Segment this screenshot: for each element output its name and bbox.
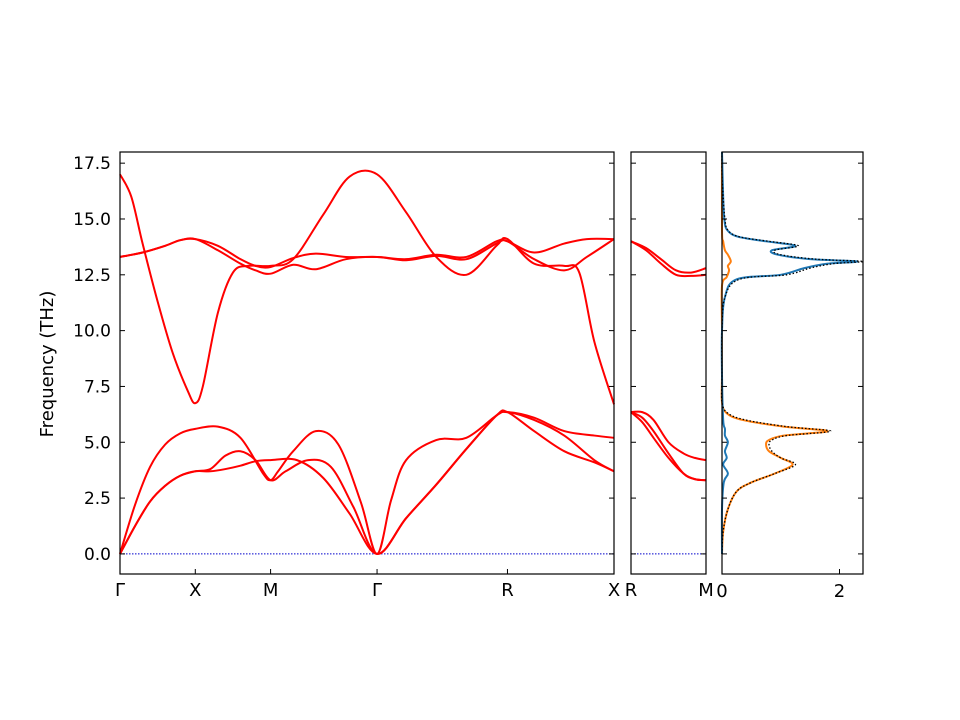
band-panel-main-band-0 [119, 410, 615, 555]
y-tick-label-3: 7.5 [84, 377, 111, 397]
y-axis: 0.0 2.5 5.0 7.5 10.0 12.5 15.0 17.5 [73, 154, 111, 565]
band-panel-main-frame [119, 151, 615, 575]
band-panel-main-xtick-label-1: X [189, 580, 201, 601]
y-tick-label-4: 10.0 [73, 322, 111, 342]
dos-total-series [720, 151, 864, 554]
dos-xtick-label-1: 2 [834, 581, 845, 602]
y-tick-label-5: 12.5 [73, 266, 111, 286]
band-panel-r-m-band-2 [630, 411, 707, 482]
y-tick-label-7: 17.5 [73, 154, 111, 174]
band-panel-main-band-5 [119, 237, 615, 275]
band-panel-main-xtick-label-4: R [501, 580, 514, 601]
y-tick-label-6: 15.0 [73, 210, 111, 230]
dos-xtick-label-0: 0 [716, 581, 727, 602]
dos-partial-series-1 [720, 151, 859, 554]
band-panel-r-m-xtick-label-0: R [625, 580, 638, 601]
band-panel-main-xtick-label-0: Γ [115, 580, 125, 601]
band-panel-r-m-xtick-label-1: M [698, 580, 714, 601]
y-tick-label-1: 2.5 [84, 489, 111, 509]
dos-panel-frame [721, 151, 864, 575]
band-panel-main-band-1 [119, 409, 615, 555]
band-panel-main-xtick-label-3: Γ [372, 580, 382, 601]
y-tick-label-0: 0.0 [84, 545, 111, 565]
band-panel-main-band-2 [119, 410, 615, 555]
band-panel-r-m-frame [630, 151, 707, 575]
band-panel-main-xtick-label-5: X [608, 580, 620, 601]
band-panel-r-m-band-3 [630, 240, 707, 274]
y-tick-label-2: 5.0 [84, 433, 111, 453]
dos-partial-series-0 [720, 151, 829, 554]
band-panel-main-xtick-label-2: M [263, 580, 279, 601]
band-panel-main-band-3 [119, 169, 615, 405]
band-panel-r-m-band-4 [630, 240, 707, 278]
y-axis-label: Frequency (THz) [37, 291, 58, 438]
band-panel-r-m-band-0 [630, 410, 707, 462]
